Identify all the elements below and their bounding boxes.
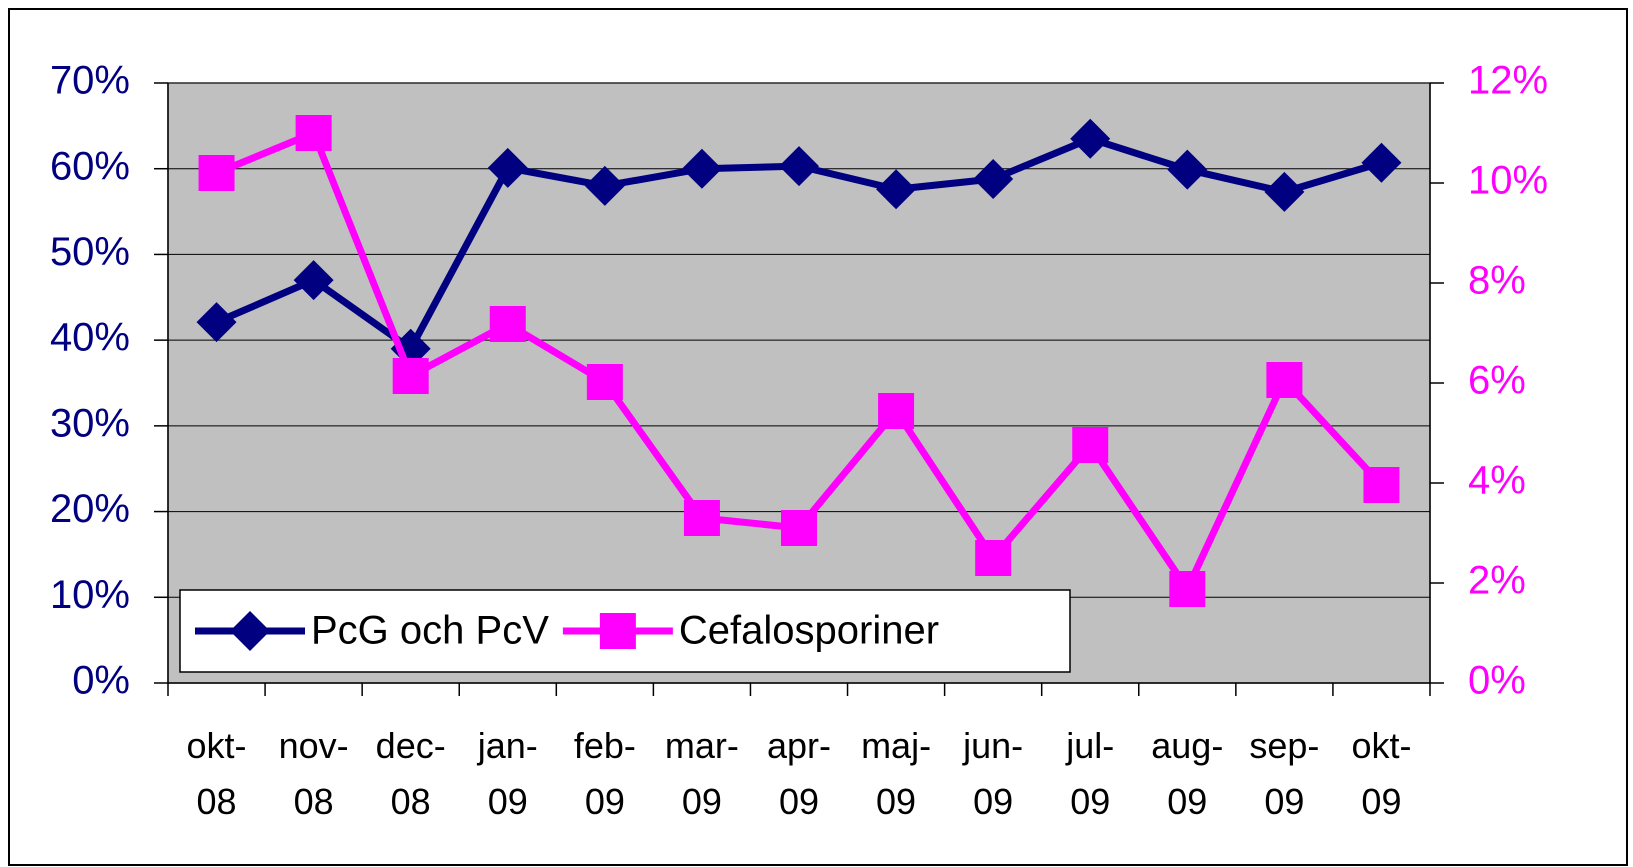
marker [1361, 142, 1402, 183]
marker [230, 611, 270, 651]
x-tick-label: jul-09 [1066, 725, 1115, 822]
legend: PcG och PcV Cefalosporiner [179, 589, 1071, 673]
marker [1167, 149, 1208, 190]
y2-tick-label: 6% [1468, 359, 1526, 403]
y2-tick-label: 12% [1468, 59, 1548, 103]
y2-tick-label: 8% [1468, 259, 1526, 303]
x-tick-label: feb-09 [573, 725, 636, 822]
x-tick-label: apr-09 [766, 725, 832, 822]
x-tick-label: dec-08 [375, 725, 446, 822]
marker [599, 613, 636, 649]
y-tick-label: 60% [50, 144, 130, 188]
x-tick-label: nov-08 [278, 725, 349, 822]
x-tick-label: okt-09 [1351, 725, 1412, 822]
marker [1072, 427, 1109, 463]
x-tick-label: sep-09 [1249, 725, 1320, 822]
y2-tick-label: 10% [1468, 159, 1548, 203]
marker [681, 148, 722, 189]
marker [878, 393, 915, 429]
x-tick-label: maj-09 [861, 725, 932, 822]
marker [876, 169, 917, 210]
marker [295, 115, 332, 151]
marker [779, 146, 819, 187]
marker [489, 306, 526, 342]
marker [1169, 571, 1206, 607]
marker [392, 358, 429, 394]
marker [973, 159, 1014, 199]
y-tick-label: 50% [50, 230, 130, 274]
y2-tick-label: 2% [1468, 559, 1526, 603]
marker [196, 302, 237, 343]
legend-label: Cefalosporiner [679, 609, 939, 653]
marker [487, 147, 528, 188]
marker [1266, 362, 1303, 398]
y-tick-label: 20% [50, 487, 130, 531]
x-tick-label: jan-09 [477, 725, 538, 822]
marker [1363, 467, 1400, 503]
x-tick-label: aug-09 [1151, 725, 1224, 822]
legend-label: PcG och PcV [311, 609, 549, 653]
marker [975, 540, 1012, 576]
y2-tick-label: 0% [1468, 659, 1526, 703]
y-tick-label: 70% [50, 59, 130, 103]
y-tick-label: 10% [50, 573, 130, 617]
chart-frame [8, 8, 1628, 866]
x-tick-label: mar-09 [664, 725, 739, 822]
marker [683, 500, 720, 536]
marker [198, 155, 235, 191]
marker [293, 260, 334, 301]
marker [1070, 118, 1111, 159]
marker [781, 510, 817, 546]
y-tick-label: 40% [50, 316, 130, 360]
marker [586, 364, 623, 400]
x-tick-label: jun-09 [963, 725, 1024, 822]
y2-tick-label: 4% [1468, 459, 1526, 503]
y-tick-label: 0% [72, 659, 130, 703]
x-tick-label: okt-08 [186, 725, 247, 822]
marker [1264, 171, 1305, 212]
y-tick-label: 30% [50, 401, 130, 445]
marker [584, 165, 625, 206]
